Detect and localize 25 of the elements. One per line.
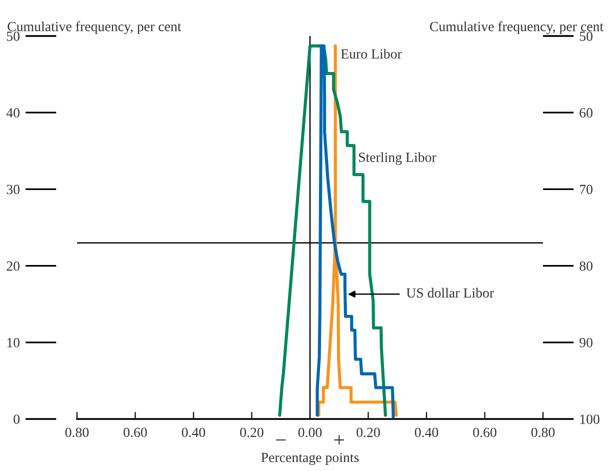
x-tick-label: 0.60 <box>124 428 147 438</box>
y2-tick-label: 60 <box>580 108 592 118</box>
x-tick-label: 0.40 <box>182 428 206 438</box>
text: + <box>334 435 344 445</box>
y-tick-label: 40 <box>6 108 20 118</box>
y-tick-label: 30 <box>6 184 20 194</box>
series-label: Euro Libor <box>340 48 402 59</box>
text: US dollar Libor <box>406 288 494 298</box>
y2-tick-label: 100 <box>580 414 600 424</box>
x-tick-label: 0.00 <box>298 428 322 438</box>
x-tick-label: 0.80 <box>531 428 555 438</box>
y2-tick-label: 90 <box>580 338 592 348</box>
text: − <box>276 439 286 440</box>
x-tick-label: 0.40 <box>414 428 438 438</box>
x-tick-label: 0.20 <box>356 428 380 438</box>
y2-tick-label: 80 <box>580 261 592 271</box>
y2-tick-label: 70 <box>580 184 592 194</box>
x-tick-label: 0.80 <box>65 428 89 438</box>
x-tick-label: 0.60 <box>473 428 496 438</box>
x-axis-title: Percentage points <box>261 452 359 466</box>
x-tick-label: 0.20 <box>240 428 264 438</box>
series-label: Sterling Libor <box>358 152 436 165</box>
y-tick-label: 20 <box>6 261 20 271</box>
y-tick-label: 10 <box>7 338 20 348</box>
y-tick-label: 0 <box>14 414 20 424</box>
